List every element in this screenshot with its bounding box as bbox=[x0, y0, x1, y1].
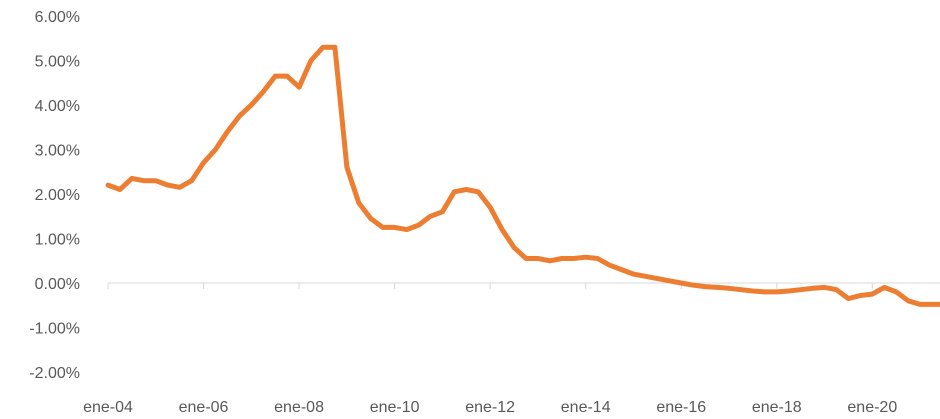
data-point bbox=[561, 258, 563, 259]
data-point bbox=[728, 287, 730, 289]
x-axis-labels: ene-04 ene-06 ene-08 ene-10 ene-12 ene-14 ene-… bbox=[83, 399, 897, 416]
x-tick-label: ene-08 bbox=[274, 399, 324, 416]
series-line bbox=[105, 44, 940, 307]
data-point bbox=[167, 184, 169, 186]
data-point bbox=[692, 284, 694, 286]
data-point bbox=[477, 191, 479, 193]
data-point bbox=[871, 293, 873, 295]
data-point bbox=[859, 295, 861, 296]
data-point bbox=[764, 291, 766, 293]
data-point bbox=[286, 75, 288, 77]
x-tick-label: ene-16 bbox=[656, 399, 706, 416]
x-tick-label: ene-04 bbox=[83, 399, 133, 416]
data-point bbox=[179, 186, 181, 188]
data-point bbox=[656, 278, 658, 280]
y-tick-label: 6.00% bbox=[35, 9, 80, 26]
data-point bbox=[501, 229, 503, 231]
data-point bbox=[621, 269, 622, 271]
x-axis bbox=[107, 282, 940, 289]
data-point bbox=[250, 104, 252, 106]
data-point bbox=[382, 226, 384, 228]
data-point bbox=[119, 189, 121, 190]
data-point bbox=[322, 46, 324, 48]
data-point bbox=[143, 180, 145, 182]
series-group bbox=[105, 44, 940, 307]
data-point bbox=[298, 86, 300, 88]
data-point bbox=[215, 149, 216, 150]
data-point bbox=[824, 286, 826, 288]
data-point bbox=[573, 258, 575, 259]
data-point bbox=[226, 131, 228, 133]
data-point bbox=[155, 180, 157, 182]
data-point bbox=[919, 303, 921, 305]
data-point bbox=[238, 115, 240, 117]
data-point bbox=[931, 303, 933, 305]
data-point bbox=[537, 258, 539, 259]
data-point bbox=[513, 246, 515, 248]
data-point bbox=[274, 75, 276, 77]
data-point bbox=[310, 60, 312, 61]
data-point bbox=[597, 258, 599, 259]
data-point bbox=[800, 289, 802, 291]
data-point bbox=[465, 189, 467, 190]
y-tick-label: 1.00% bbox=[35, 232, 80, 249]
data-point bbox=[131, 177, 133, 179]
x-tick-label: ene-18 bbox=[752, 399, 802, 416]
data-point bbox=[788, 290, 790, 292]
y-tick-label: 2.00% bbox=[35, 187, 80, 204]
data-point bbox=[847, 298, 849, 300]
data-point bbox=[609, 264, 611, 266]
data-point bbox=[358, 202, 360, 204]
data-point bbox=[453, 191, 455, 193]
data-point bbox=[525, 258, 527, 259]
data-point bbox=[883, 286, 885, 288]
data-point bbox=[203, 162, 204, 164]
data-point bbox=[752, 290, 754, 292]
data-point bbox=[549, 260, 551, 262]
y-tick-label: 0.00% bbox=[35, 276, 80, 293]
data-point bbox=[704, 286, 706, 288]
data-point bbox=[680, 282, 682, 284]
data-point bbox=[429, 215, 431, 217]
x-tick-label: ene-12 bbox=[465, 399, 515, 416]
y-tick-label: -2.00% bbox=[29, 365, 80, 382]
data-point bbox=[776, 291, 778, 293]
data-point bbox=[668, 280, 670, 282]
y-tick-label: 3.00% bbox=[35, 143, 80, 160]
data-point bbox=[370, 218, 372, 219]
data-point bbox=[334, 46, 336, 48]
data-point bbox=[812, 287, 814, 289]
y-tick-label: 5.00% bbox=[35, 54, 80, 71]
x-tick-label: ene-20 bbox=[847, 399, 897, 416]
y-tick-label: -1.00% bbox=[29, 321, 80, 338]
data-point bbox=[633, 273, 634, 275]
data-point bbox=[907, 300, 909, 302]
data-point bbox=[346, 166, 348, 168]
data-point bbox=[489, 206, 491, 208]
data-point bbox=[191, 180, 193, 182]
y-axis-labels: 6.00% 5.00% 4.00% 3.00% 2.00% 1.00% 0.00% -1.00… bbox=[29, 9, 80, 382]
data-point bbox=[418, 224, 419, 226]
x-tick-label: ene-10 bbox=[370, 399, 420, 416]
data-point bbox=[895, 291, 897, 293]
data-point bbox=[107, 184, 109, 186]
y-tick-label: 4.00% bbox=[35, 98, 80, 115]
data-point bbox=[406, 229, 408, 231]
data-point bbox=[262, 91, 264, 93]
data-point bbox=[836, 289, 837, 291]
data-point bbox=[740, 289, 742, 291]
data-point bbox=[441, 211, 443, 213]
x-tick-label: ene-14 bbox=[561, 399, 611, 416]
data-point bbox=[585, 256, 587, 258]
data-point bbox=[716, 286, 718, 288]
data-point bbox=[394, 226, 396, 228]
data-point bbox=[644, 275, 646, 277]
x-tick-label: ene-06 bbox=[179, 399, 229, 416]
